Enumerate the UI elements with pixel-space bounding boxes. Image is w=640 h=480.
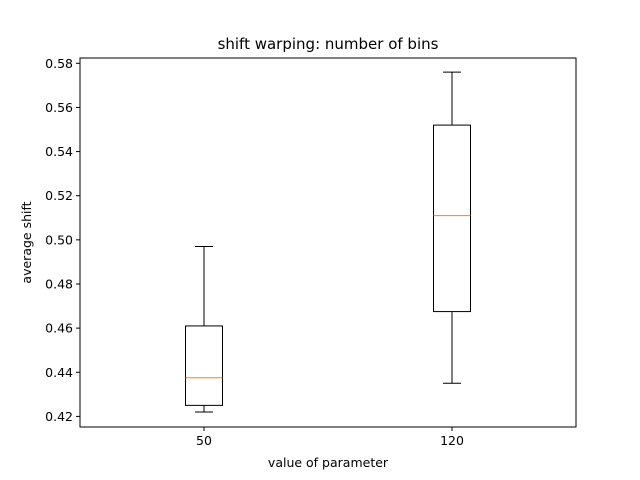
y-tick-label: 0.42 [45,409,73,424]
box-group-50 [185,245,223,413]
x-axis-ticks: 50 120 [196,427,464,448]
y-tick-label: 0.46 [45,321,73,336]
y-tick-label: 0.44 [45,365,73,380]
y-tick-label: 0.50 [45,232,73,247]
y-tick-label: 0.54 [45,144,73,159]
plot-frame [79,57,577,428]
x-tick-label: 50 [196,433,212,448]
x-tick-label: 120 [440,433,464,448]
box-body [433,124,471,313]
box-group-120 [433,71,471,384]
box-body [185,325,223,406]
y-axis-label: average shift [19,201,34,283]
y-tick-label: 0.56 [45,100,73,115]
y-axis-ticks: 0.42 0.44 0.46 0.48 0.50 0.52 0.54 0.56 0.58 [45,56,80,424]
y-tick-label: 0.58 [45,56,73,71]
y-tick-label: 0.48 [45,276,73,291]
y-tick-label: 0.52 [45,188,73,203]
x-axis-label: value of parameter [268,455,389,470]
chart-title: shift warping: number of bins [218,35,439,53]
chart-marks [185,71,471,413]
